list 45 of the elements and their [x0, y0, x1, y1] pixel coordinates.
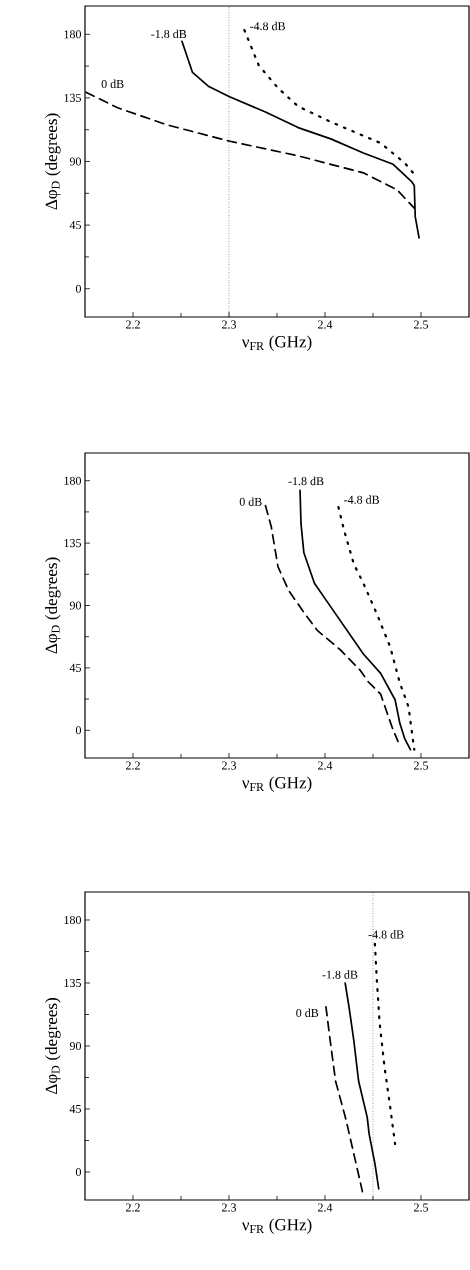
- series-label: 0 dB: [239, 497, 262, 506]
- x-tick-label: 2.2: [126, 761, 140, 770]
- x-tick-label: 2.4: [318, 761, 333, 770]
- x-axis-title: ν$_{FR}$ (GHz): [241, 335, 312, 351]
- y-tick-label: 0: [75, 1167, 81, 1177]
- y-axis-title: Δφ$_{D}$ (degrees): [45, 113, 61, 210]
- x-tick-label: 2.2: [126, 320, 140, 329]
- series-label: -4.8 dB: [368, 930, 404, 939]
- series-label: -1.8 dB: [288, 476, 324, 486]
- x-tick-label: 2.2: [126, 1203, 140, 1212]
- line-series: [337, 505, 416, 751]
- x-tick-label: 2.4: [318, 1203, 333, 1212]
- y-tick-label: 90: [69, 157, 81, 166]
- x-axis-title: ν$_{FR}$ (GHz): [241, 1218, 312, 1234]
- y-tick-label: 135: [64, 539, 81, 548]
- x-tick-label: 2.3: [222, 320, 237, 329]
- series-label: -4.8 dB: [344, 495, 380, 504]
- y-tick-label: 45: [69, 663, 81, 672]
- y-tick-label: 135: [64, 93, 81, 102]
- x-axis-title: ν$_{FR}$ (GHz): [241, 776, 312, 792]
- series-label: 0 dB: [101, 79, 124, 89]
- series-label: -4.8 dB: [249, 21, 285, 31]
- x-tick-label: 2.3: [222, 1203, 237, 1212]
- x-tick-label: 2.3: [222, 761, 237, 770]
- line-series: [325, 1005, 364, 1193]
- x-tick-label: 2.5: [414, 761, 429, 770]
- x-tick-label: 2.5: [414, 1203, 429, 1212]
- y-tick-label: 180: [64, 30, 81, 39]
- y-tick-label: 90: [69, 601, 81, 610]
- y-axis-title: Δφ$_{D}$ (degrees): [45, 557, 61, 654]
- series-label: 0 dB: [296, 1008, 319, 1018]
- y-tick-label: 180: [64, 915, 81, 925]
- y-tick-label: 0: [75, 726, 81, 735]
- y-tick-label: 135: [64, 978, 81, 988]
- y-axis-title: Δφ$_{D}$ (degrees): [45, 998, 61, 1095]
- x-tick-label: 2.5: [414, 320, 429, 329]
- y-tick-label: 0: [75, 284, 81, 293]
- y-tick-label: 90: [69, 1041, 81, 1051]
- line-series: [264, 504, 399, 743]
- y-tick-label: 45: [69, 1104, 81, 1113]
- series-label: -1.8 dB: [151, 29, 187, 39]
- x-tick-label: 2.4: [318, 320, 333, 329]
- y-tick-label: 180: [64, 476, 81, 485]
- y-tick-label: 45: [69, 221, 81, 230]
- series-label: -1.8 dB: [322, 970, 358, 979]
